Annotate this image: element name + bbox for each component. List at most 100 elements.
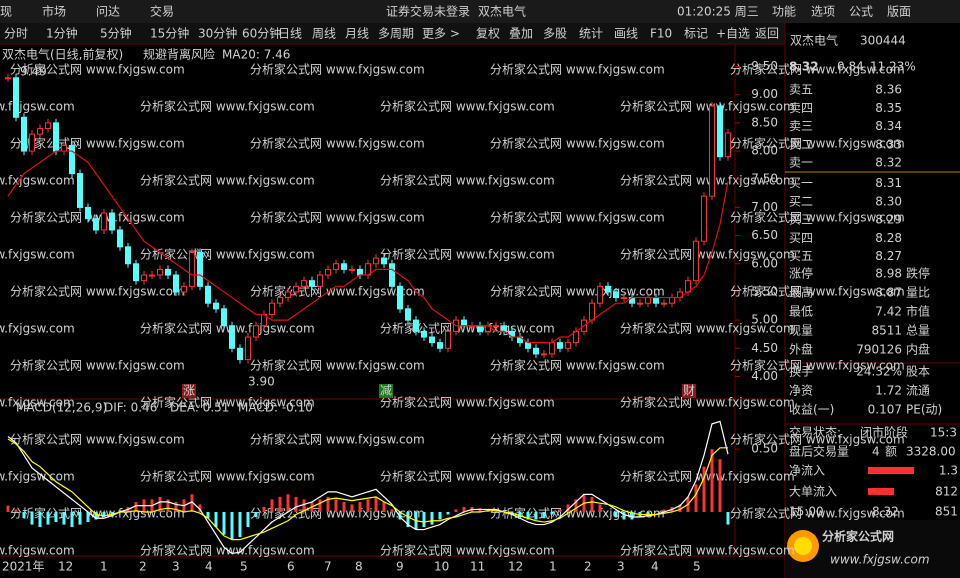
toolbar-button[interactable]: 统计 <box>579 27 603 41</box>
watermark: 分析家公式网 www.fxjgsw.com <box>380 543 555 558</box>
status-text: 闭市阶段 <box>860 425 908 440</box>
dea-line <box>7 438 728 541</box>
watermark: 分析家公式网 www.fxjgsw.com <box>620 395 795 410</box>
watermark: 分析家公式网 www.fxjgsw.com <box>620 321 795 336</box>
candle <box>549 342 555 355</box>
y-tick-label: 5.50 <box>751 284 778 298</box>
candle <box>405 308 411 321</box>
watermark: 分析家公式网 www.fxjgsw.com <box>140 321 315 336</box>
watermark: 分析家公式网 www.fxjgsw.com <box>10 136 185 151</box>
toolbar-button[interactable]: 返回 <box>755 27 779 41</box>
watermark: 分析家公式网 www.fxjgsw.com <box>0 173 75 188</box>
stat-label: 最低 <box>789 305 813 319</box>
candle <box>189 251 195 287</box>
watermark: 分析家公式网 www.fxjgsw.com <box>140 173 315 188</box>
candle <box>333 263 339 270</box>
candle <box>389 263 395 287</box>
toolbar-button[interactable]: 画线 <box>614 27 638 41</box>
toolbar-button[interactable]: 月线 <box>345 27 369 41</box>
price: 8.32 <box>789 60 819 74</box>
candle <box>277 297 283 304</box>
stat-label: 外盘 <box>789 342 813 357</box>
menu-item[interactable]: 市场 <box>42 4 66 19</box>
menu-item[interactable]: 公式 <box>849 5 873 19</box>
y-tick-label: 0.50 <box>751 442 778 456</box>
order-label: 卖五 <box>789 83 813 97</box>
toolbar-button[interactable]: 5分钟 <box>100 26 132 41</box>
event-marker-box <box>682 384 696 398</box>
candle <box>149 274 155 277</box>
candle <box>309 280 315 287</box>
content: 分析家公式网 www.fxjgsw.com 分析家公式网 www.fxjgsw.c… <box>0 4 958 574</box>
menu-item[interactable]: 交易 <box>150 4 174 19</box>
x-tick-label: 2 <box>584 560 592 574</box>
menu-item[interactable]: 现 <box>0 5 12 19</box>
candle <box>53 122 59 152</box>
watermark: 分析家公式网 www.fxjgsw.com <box>620 543 795 558</box>
watermark: 分析家公式网 www.fxjgsw.com <box>140 247 315 262</box>
status-text: 额 <box>885 445 897 459</box>
menu-item[interactable]: 功能 <box>772 5 796 19</box>
candle <box>173 274 179 293</box>
toolbar-button[interactable]: F10 <box>650 27 672 41</box>
x-tick-label: 1 <box>100 560 108 574</box>
candle <box>93 218 99 231</box>
candle <box>285 291 291 299</box>
candle <box>717 105 723 158</box>
candle <box>325 268 331 276</box>
order-price: 8.31 <box>875 176 902 190</box>
order-label: 买三 <box>789 213 813 227</box>
candle <box>157 268 163 276</box>
watermark: 分析家公式网 www.fxjgsw.com <box>140 99 315 114</box>
candle <box>349 268 355 271</box>
order-price: 8.29 <box>875 213 902 227</box>
toolbar-button[interactable]: 1分钟 <box>46 26 78 41</box>
watermark: 分析家公式网 www.fxjgsw.com <box>620 469 795 484</box>
menu-item[interactable]: 版面 <box>887 5 911 19</box>
stat-label: 总量 <box>906 324 930 338</box>
stat-label: 内盘 <box>906 342 930 357</box>
toolbar-button[interactable]: +自选 <box>716 27 750 41</box>
toolbar <box>0 23 785 44</box>
toolbar-button[interactable]: 复权 <box>476 27 500 41</box>
logo-url: www.fxjgsw.com <box>830 553 930 567</box>
toolbar-button[interactable]: 叠加 <box>509 27 533 41</box>
toolbar-button[interactable]: 多股 <box>543 27 567 41</box>
candle <box>661 302 667 305</box>
x-tick-label: 12 <box>58 560 73 574</box>
order-label: 卖四 <box>789 101 813 115</box>
y-tick-label: 6.00 <box>751 256 778 270</box>
toolbar-button[interactable]: 日线 <box>278 27 302 41</box>
stat-label: 换手 <box>789 365 813 379</box>
candle <box>69 144 75 175</box>
candle <box>141 274 147 282</box>
candle <box>589 302 595 321</box>
toolbar-button[interactable]: 更多 > <box>422 27 460 41</box>
y-tick-label: 9.00 <box>751 87 778 101</box>
menu-item[interactable]: 问达 <box>96 5 120 19</box>
ma-label: MA20: 7.46 <box>222 48 290 62</box>
watermark: 分析家公式网 www.fxjgsw.com <box>10 210 185 225</box>
toolbar-button[interactable]: 多周期 <box>378 27 414 41</box>
watermark: 分析家公式网 www.fxjgsw.com <box>380 395 555 410</box>
watermark: 分析家公式网 www.fxjgsw.com <box>620 247 795 262</box>
dea-label: DEA: 0.51 <box>170 401 229 415</box>
macd-label: MACD: -0.10 <box>238 401 313 415</box>
candle <box>181 285 187 293</box>
order-price: 8.34 <box>875 119 902 133</box>
toolbar-button[interactable]: 15分钟 <box>150 26 189 41</box>
candle <box>101 212 107 231</box>
toolbar-button[interactable]: 60分钟 <box>242 26 281 41</box>
candle <box>597 285 603 304</box>
menu-item[interactable]: 选项 <box>811 5 835 19</box>
toolbar-button[interactable]: 标记 <box>684 27 708 41</box>
candle <box>301 280 307 287</box>
toolbar-button[interactable]: 30分钟 <box>198 26 237 41</box>
order-price: 8.28 <box>875 231 902 245</box>
toolbar-button[interactable]: 周线 <box>312 27 336 41</box>
watermark: 分析家公式网 www.fxjgsw.com <box>0 395 75 410</box>
order-price: 8.33 <box>875 137 902 151</box>
toolbar-button[interactable]: 分时 <box>4 27 28 41</box>
watermark: 分析家公式网 www.fxjgsw.com <box>380 247 555 262</box>
watermark: 分析家公式网 www.fxjgsw.com <box>380 321 555 336</box>
